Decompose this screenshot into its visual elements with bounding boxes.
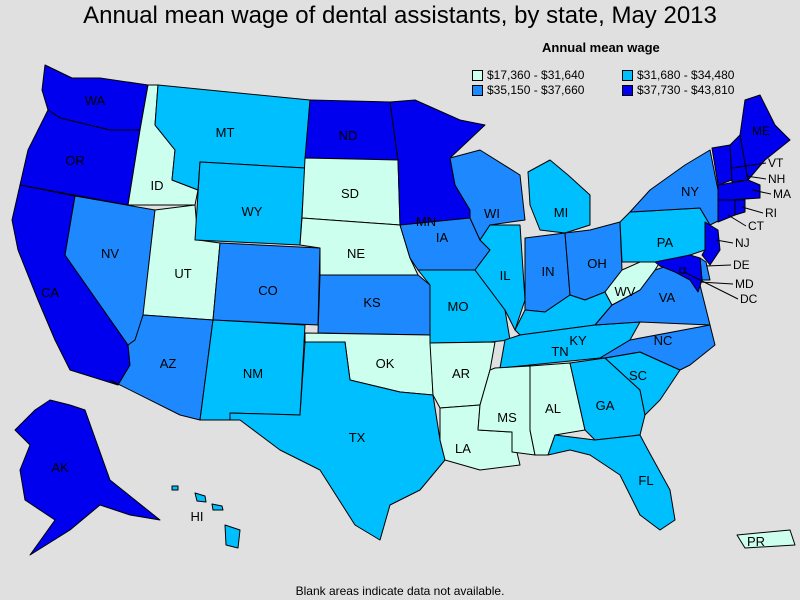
state-label-CT: CT: [748, 219, 765, 233]
state-RI[interactable]: [734, 199, 746, 216]
state-label-MI: MI: [554, 205, 568, 220]
state-label-WV: WV: [615, 284, 636, 299]
state-label-AK: AK: [51, 460, 69, 475]
state-label-IN: IN: [542, 264, 555, 279]
state-label-MT: MT: [216, 125, 235, 140]
legend-swatch: [472, 85, 483, 97]
label-leader-line: [731, 162, 767, 169]
state-label-MO: MO: [448, 299, 469, 314]
state-label-IL: IL: [500, 268, 511, 283]
label-leader-line: [683, 271, 739, 300]
legend-item-bin-1: $17,360 - $31,640: [472, 68, 584, 82]
legend-swatch: [622, 85, 633, 97]
legend-item-bin-3: $35,150 - $37,660: [472, 83, 584, 97]
state-CT[interactable]: [717, 199, 736, 223]
footnote: Blank areas indicate data not available.: [295, 584, 505, 598]
label-leader-line: [751, 189, 772, 195]
state-MI[interactable]: [527, 159, 591, 234]
state-label-SC: SC: [629, 368, 647, 383]
label-leader-line: [705, 264, 732, 267]
state-NJ[interactable]: [701, 221, 721, 266]
legend-item-bin-2: $31,680 - $34,480: [622, 68, 734, 82]
state-label-ND: ND: [339, 128, 358, 143]
state-label-DC: DC: [740, 292, 758, 306]
state-label-KY: KY: [569, 333, 587, 348]
label-leader-line: [741, 206, 764, 214]
state-label-OK: OK: [376, 356, 395, 371]
state-label-OH: OH: [587, 256, 607, 271]
map-title: Annual mean wage of dental assistants, b…: [83, 2, 717, 29]
state-label-NE: NE: [347, 246, 365, 261]
state-label-IA: IA: [436, 230, 449, 245]
state-label-WI: WI: [484, 206, 500, 221]
state-TX[interactable]: [229, 341, 446, 541]
state-label-ME: ME: [752, 124, 770, 138]
label-leader-line: [745, 175, 767, 180]
state-label-OR: OR: [65, 153, 85, 168]
label-leader-line: [727, 214, 747, 227]
state-label-NJ: NJ: [735, 236, 750, 250]
state-label-PA: PA: [657, 235, 674, 250]
state-label-SD: SD: [341, 186, 359, 201]
state-label-RI: RI: [765, 206, 777, 220]
state-label-NH: NH: [768, 172, 785, 186]
state-label-AZ: AZ: [160, 356, 177, 371]
legend-title: Annual mean wage: [542, 40, 660, 55]
state-AK[interactable]: [14, 399, 161, 556]
state-label-NM: NM: [243, 366, 263, 381]
state-label-WA: WA: [85, 93, 106, 108]
state-label-AR: AR: [452, 366, 470, 381]
state-label-GA: GA: [596, 398, 615, 413]
state-label-WY: WY: [242, 204, 263, 219]
state-label-VA: VA: [659, 290, 676, 305]
state-FL[interactable]: [547, 434, 676, 531]
state-label-TX: TX: [349, 430, 366, 445]
state-label-CA: CA: [41, 285, 59, 300]
legend-swatch: [622, 70, 633, 82]
state-NC[interactable]: [599, 324, 716, 371]
state-label-DE: DE: [733, 258, 750, 272]
state-label-MS: MS: [497, 410, 517, 425]
state-label-CO: CO: [258, 283, 278, 298]
state-label-MN: MN: [416, 214, 436, 229]
state-label-MD: MD: [735, 277, 754, 291]
state-label-VT: VT: [768, 156, 784, 170]
state-HI[interactable]: [171, 485, 241, 549]
label-leader-line: [715, 239, 734, 244]
legend-swatch: [472, 70, 483, 82]
state-label-ID: ID: [151, 178, 164, 193]
state-label-NY: NY: [681, 184, 699, 199]
state-label-UT: UT: [174, 266, 191, 281]
state-label-FL: FL: [638, 473, 653, 488]
state-label-KS: KS: [363, 295, 381, 310]
state-label-AL: AL: [545, 401, 561, 416]
state-label-NV: NV: [101, 246, 119, 261]
state-PR[interactable]: [736, 529, 796, 549]
state-label-MA: MA: [773, 187, 791, 201]
state-label-HI: HI: [191, 509, 204, 524]
state-label-LA: LA: [455, 441, 471, 456]
state-label-TN: TN: [551, 344, 568, 359]
state-label-PR: PR: [747, 534, 765, 549]
state-IL[interactable]: [474, 224, 526, 331]
state-MD[interactable]: [654, 254, 703, 293]
state-label-NC: NC: [654, 333, 673, 348]
legend-item-bin-4: $37,730 - $43,810: [622, 83, 734, 97]
